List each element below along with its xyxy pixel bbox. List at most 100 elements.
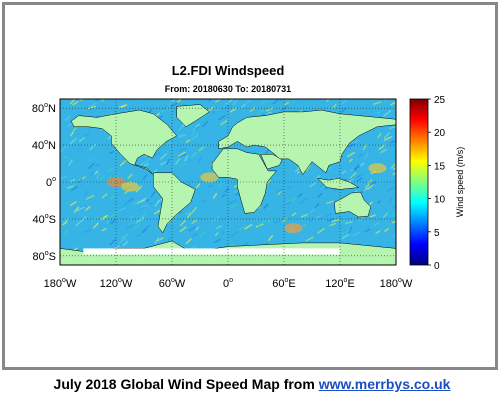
wind-streak [263,203,269,210]
wind-streak [83,229,92,234]
wind-streak [299,198,307,205]
wind-streak [228,199,237,205]
wind-streak [256,109,265,114]
wind-streak [273,219,281,224]
wind-streak [195,123,201,128]
wind-streak [364,152,369,160]
wind-streak [121,233,129,239]
wind-streak [188,225,197,231]
wind-streak [390,100,396,106]
wind-streak [214,238,221,244]
wind-streak [297,99,302,102]
wind-streak [64,217,69,224]
high-wind-patch [284,223,303,234]
wind-streak [101,193,108,199]
latitude-labels: 80oN 40oN 0o 40oS 80oS [32,102,56,263]
wind-streak [372,101,382,106]
colorbar-tick-label: 10 [434,195,446,206]
wind-streak [341,229,351,235]
wind-streak [198,146,205,152]
wind-streak [72,100,79,106]
wind-streak [188,227,197,232]
wind-streak [305,164,311,172]
wind-streak [143,162,150,167]
wind-streak [108,218,114,224]
wind-streak [214,99,222,103]
wind-streak [244,223,253,230]
wind-streak [327,217,334,222]
wind-streak [391,212,396,217]
landmass-greenland [176,104,210,128]
wind-streak [137,216,147,223]
lat-label: 0o [46,176,56,189]
wind-streak [218,114,226,121]
wind-streak [62,155,68,160]
wind-streak [212,192,218,199]
wind-streak [111,210,119,217]
wind-streak [89,101,98,108]
wind-streak [265,111,272,116]
wind-streak [349,172,357,179]
lat-label: 80oN [32,102,56,115]
wind-streak [159,161,167,166]
wind-streak [127,173,133,180]
wind-streak [109,238,117,246]
wind-streak [174,157,181,165]
wind-streak [373,221,380,227]
wind-streak [179,162,188,167]
wind-streak [78,136,86,143]
wind-streak [225,104,232,109]
wind-streak [67,159,73,166]
colorbar-tick-label: 15 [434,161,446,172]
landmass-north-america [70,109,178,175]
wind-streak [72,127,77,132]
wind-streak [73,247,79,251]
map-area [60,99,396,265]
wind-streak [192,232,199,238]
landmass-arabia [260,154,283,170]
colorbar-label: Wind speed (m/s) [455,147,465,218]
wind-streak [141,158,151,165]
wind-streak [156,237,164,242]
wind-streak [249,106,256,113]
lon-label: 60oE [272,277,296,290]
wind-streak [132,200,141,205]
wind-streak [189,134,199,142]
wind-streak [179,219,187,227]
wind-streak [110,218,117,225]
wind-streak [326,200,335,205]
wind-streak [78,176,86,182]
wind-streak [211,216,220,223]
wind-streak [356,177,363,183]
wind-streak [388,196,394,203]
wind-streak [153,151,161,157]
wind-streak [367,179,373,184]
wind-streak [136,162,144,169]
wind-streak [223,226,231,232]
wind-streak [261,100,266,105]
wind-streak [201,120,209,127]
wind-streak [78,178,83,183]
wind-streak [106,220,111,225]
wind-streak [179,226,187,233]
wind-streak [87,107,93,111]
wind-streak [60,144,69,152]
wind-streak [199,231,206,237]
wind-streak [69,99,76,105]
wind-streak [69,200,77,207]
wind-streak [349,176,354,181]
wind-streak [183,155,189,162]
wind-streak [225,99,234,105]
wind-streak [221,99,226,102]
lat-label: 40oS [33,213,57,226]
merrbys-link[interactable]: www.merrbys.co.uk [318,376,451,392]
high-wind-patch [368,163,387,174]
wind-streak [98,175,105,181]
wind-streak [277,190,282,196]
wind-streak [378,148,385,155]
colorbar-tick-label: 0 [434,261,440,272]
wind-streak [208,99,212,102]
wind-streak [75,221,81,227]
wind-streak [390,163,396,169]
wind-streak [153,237,160,245]
